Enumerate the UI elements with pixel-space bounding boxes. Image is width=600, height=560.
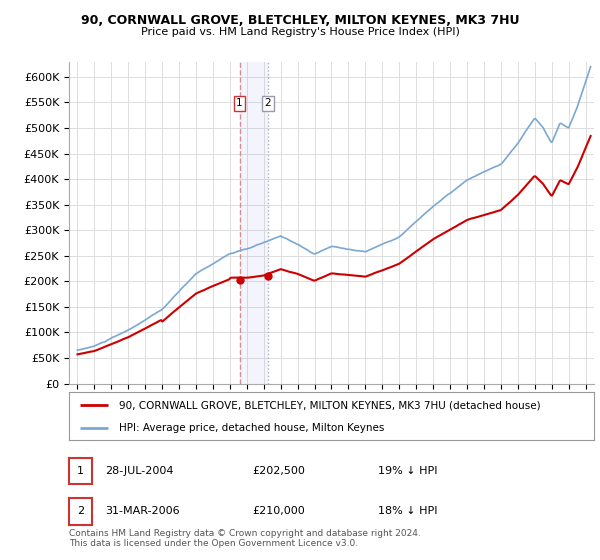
Text: £202,500: £202,500 xyxy=(252,466,305,476)
Text: 1: 1 xyxy=(77,466,84,476)
Text: 90, CORNWALL GROVE, BLETCHLEY, MILTON KEYNES, MK3 7HU (detached house): 90, CORNWALL GROVE, BLETCHLEY, MILTON KE… xyxy=(119,400,541,410)
Text: HPI: Average price, detached house, Milton Keynes: HPI: Average price, detached house, Milt… xyxy=(119,423,384,433)
Text: 2: 2 xyxy=(77,506,84,516)
Text: Contains HM Land Registry data © Crown copyright and database right 2024.: Contains HM Land Registry data © Crown c… xyxy=(69,529,421,538)
Text: 18% ↓ HPI: 18% ↓ HPI xyxy=(378,506,437,516)
Bar xyxy=(239,62,268,384)
Text: 90, CORNWALL GROVE, BLETCHLEY, MILTON KEYNES, MK3 7HU: 90, CORNWALL GROVE, BLETCHLEY, MILTON KE… xyxy=(81,14,519,27)
Text: 2: 2 xyxy=(265,99,271,109)
Text: 28-JUL-2004: 28-JUL-2004 xyxy=(105,466,173,476)
Text: Price paid vs. HM Land Registry's House Price Index (HPI): Price paid vs. HM Land Registry's House … xyxy=(140,27,460,37)
Text: 19% ↓ HPI: 19% ↓ HPI xyxy=(378,466,437,476)
Text: 1: 1 xyxy=(236,99,243,109)
Text: This data is licensed under the Open Government Licence v3.0.: This data is licensed under the Open Gov… xyxy=(69,539,358,548)
Text: £210,000: £210,000 xyxy=(252,506,305,516)
Text: 31-MAR-2006: 31-MAR-2006 xyxy=(105,506,179,516)
